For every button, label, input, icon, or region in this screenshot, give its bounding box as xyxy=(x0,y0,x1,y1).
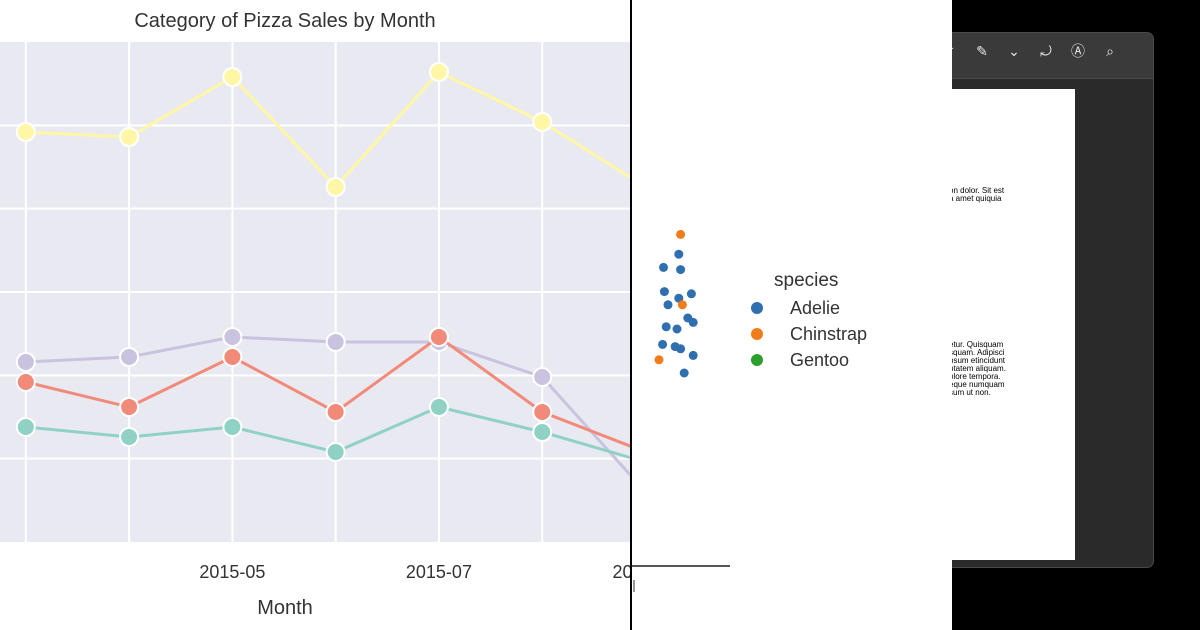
series-line-3 xyxy=(25,405,630,460)
series-2-point-5 xyxy=(532,402,553,422)
series-1-point-3 xyxy=(325,332,346,352)
viewer-tools: ⇪ ✎ ⌄ ⤾ Ⓐ ⌕ xyxy=(941,43,1119,61)
rotate-icon[interactable]: ⤾ xyxy=(1040,44,1052,60)
series-3-point-1 xyxy=(119,427,140,447)
scatter-adelie-point-15 xyxy=(674,249,684,259)
series-1-point-2 xyxy=(222,327,243,347)
legend-label-gentoo: Gentoo xyxy=(790,350,849,370)
legend-title: species xyxy=(774,270,838,291)
line-chart-svg: Category of Pizza Sales by Month 2015-05 2… xyxy=(0,10,630,619)
page-text-block-2: etur. Quisquam squam. Adipisci psum etin… xyxy=(949,340,1006,397)
scatter-chinstrap-point-0 xyxy=(676,229,686,239)
series-3-point-0 xyxy=(15,417,36,437)
scatter-snippet: species Adelie Chinstrap Gentoo xyxy=(632,0,952,630)
pen-icon[interactable]: ✎ xyxy=(976,44,988,60)
viewer-page: on dolor. Sit est a amet quiquia etur. Q… xyxy=(941,89,1075,560)
series-1-point-0 xyxy=(15,352,36,372)
chevron-down-icon[interactable]: ⌄ xyxy=(1008,44,1020,60)
chart-title: Category of Pizza Sales by Month xyxy=(134,10,435,32)
scatter-adelie-point-3 xyxy=(674,293,684,303)
legend-marker-chinstrap xyxy=(751,328,763,340)
scatter-chinstrap-point-2 xyxy=(654,355,664,365)
series-3-point-4 xyxy=(428,397,449,417)
series-1-point-5 xyxy=(532,367,553,387)
legend-label-adelie: Adelie xyxy=(790,298,840,318)
series-0-point-0 xyxy=(15,122,36,142)
page-text-block-1: on dolor. Sit est a amet quiquia xyxy=(949,186,1005,203)
scatter-svg: species Adelie Chinstrap Gentoo xyxy=(632,229,867,592)
x-tick-label-1: 2015-07 xyxy=(406,562,472,582)
series-3-point-2 xyxy=(222,417,243,437)
series-2-point-3 xyxy=(325,402,346,422)
x-tick-label-2: 2015-09 xyxy=(612,562,630,582)
scatter-chinstrap-point-1 xyxy=(677,300,687,310)
x-axis-label: Month xyxy=(257,597,313,619)
scatter-adelie-point-2 xyxy=(672,324,682,334)
series-1-point-1 xyxy=(119,347,140,367)
scatter-adelie-point-12 xyxy=(670,342,680,352)
legend-marker-adelie xyxy=(751,302,763,314)
series-0-point-2 xyxy=(222,67,243,87)
scatter-adelie-point-10 xyxy=(679,368,689,378)
scatter-adelie-point-1 xyxy=(659,262,668,272)
scatter-adelie-point-4 xyxy=(676,265,686,275)
scatter-adelie-point-13 xyxy=(663,300,673,310)
series-0-point-1 xyxy=(119,127,140,147)
scatter-adelie-point-7 xyxy=(661,322,671,332)
series-line-0 xyxy=(25,70,630,190)
main-line-chart: Category of Pizza Sales by Month 2015-05 2… xyxy=(0,0,630,630)
series-2-point-2 xyxy=(222,347,243,367)
series-3-point-3 xyxy=(325,442,346,462)
scatter-adelie-point-8 xyxy=(688,350,698,360)
series-2-point-1 xyxy=(119,397,140,417)
scatter-adelie-point-9 xyxy=(688,317,698,327)
series-line-2 xyxy=(25,335,630,448)
series-0-point-4 xyxy=(428,62,449,82)
series-2-point-0 xyxy=(15,372,36,392)
legend-marker-gentoo xyxy=(751,354,763,366)
series-0-point-3 xyxy=(325,177,346,197)
series-0-point-5 xyxy=(532,112,553,132)
series-line-1 xyxy=(25,335,630,477)
x-tick-label-0: 2015-05 xyxy=(199,562,265,582)
scatter-adelie-point-0 xyxy=(659,287,669,297)
legend-label-chinstrap: Chinstrap xyxy=(790,324,867,344)
markup-icon[interactable]: Ⓐ xyxy=(1071,44,1085,60)
scatter-adelie-point-6 xyxy=(686,289,696,299)
series-3-point-5 xyxy=(532,422,553,442)
scatter-adelie-point-14 xyxy=(658,339,668,349)
search-icon[interactable]: ⌕ xyxy=(1106,44,1114,60)
series-2-point-4 xyxy=(428,327,449,347)
